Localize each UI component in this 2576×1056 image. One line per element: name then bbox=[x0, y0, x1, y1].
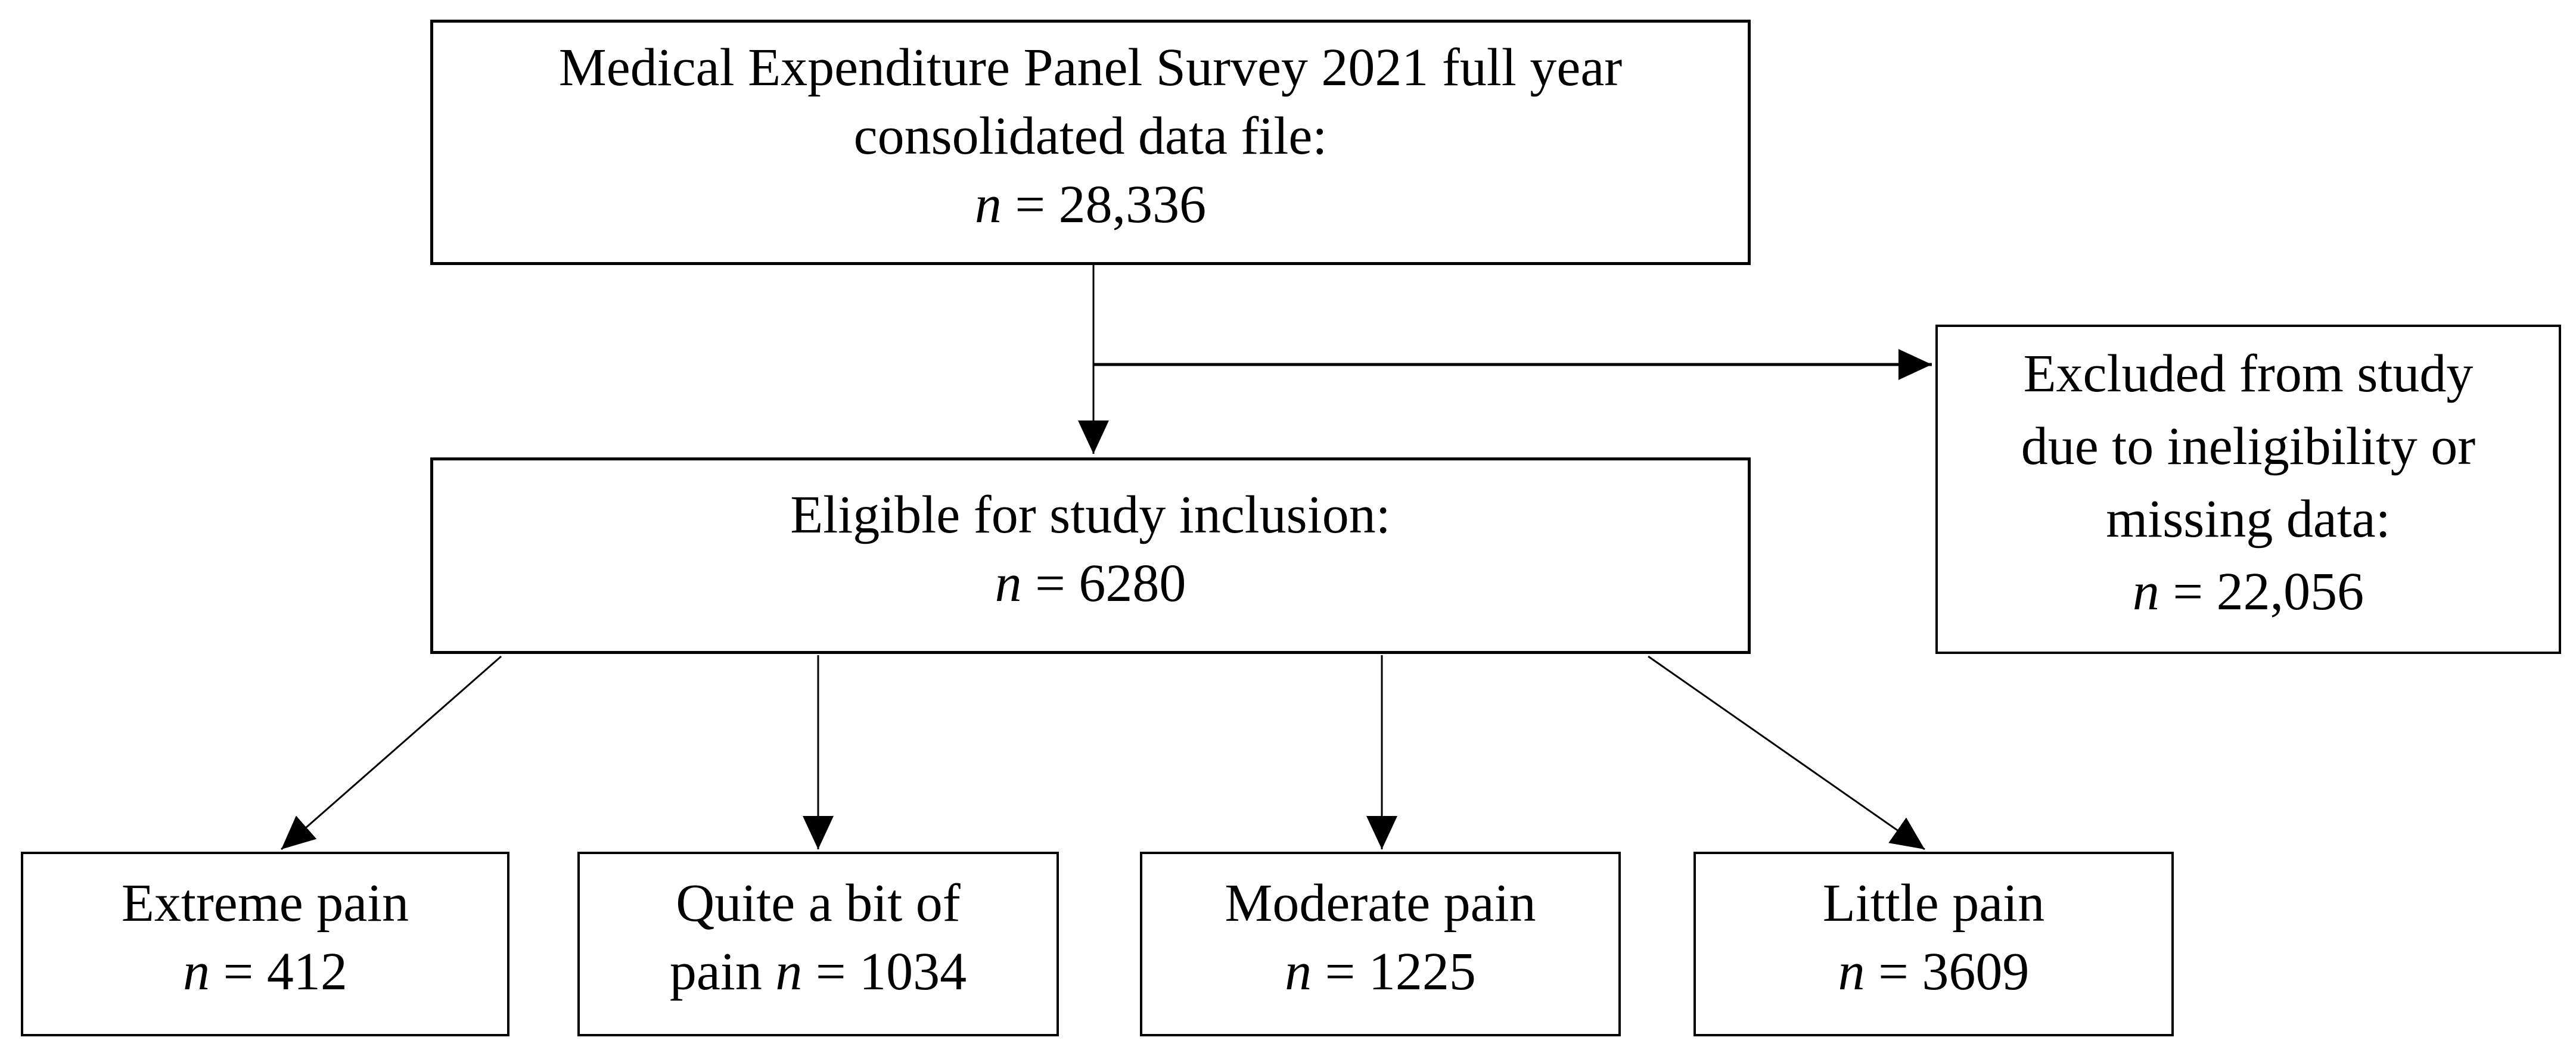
excluded-box-line3: missing data: bbox=[2106, 489, 2391, 549]
n-symbol: n bbox=[183, 942, 210, 1001]
outcome-count: n = 1225 bbox=[1285, 937, 1476, 1006]
source-box-line1: Medical Expenditure Panel Survey 2021 fu… bbox=[558, 38, 1623, 97]
outcome-count: n = 412 bbox=[183, 937, 347, 1006]
n-symbol: n bbox=[775, 942, 803, 1001]
excluded-box-count: n = 22,056 bbox=[2133, 556, 2364, 628]
source-box-line2: consolidated data file: bbox=[853, 106, 1328, 166]
outcome-box-little-pain: Little pain n = 3609 bbox=[1693, 852, 2174, 1036]
outcome-line1: Moderate pain bbox=[1225, 874, 1536, 933]
count-prefix: pain bbox=[669, 942, 776, 1001]
n-value: = 1034 bbox=[802, 942, 967, 1001]
n-symbol: n bbox=[2132, 562, 2159, 621]
n-symbol: n bbox=[974, 175, 1002, 234]
n-value: = 412 bbox=[210, 942, 347, 1001]
excluded-box-line2: due to ineligibility or bbox=[2021, 416, 2476, 476]
source-box: Medical Expenditure Panel Survey 2021 fu… bbox=[430, 20, 1751, 265]
eligible-box: Eligible for study inclusion: n = 6280 bbox=[430, 457, 1751, 654]
excluded-box: Excluded from study due to ineligibility… bbox=[1935, 325, 2561, 654]
eligible-box-line1: Eligible for study inclusion: bbox=[790, 485, 1391, 544]
n-value: = 1225 bbox=[1312, 942, 1476, 1001]
outcome-count: pain n = 1034 bbox=[670, 937, 967, 1006]
arrow-eligible-to-extreme-pain bbox=[281, 655, 502, 851]
excluded-box-line1: Excluded from study bbox=[2023, 344, 2474, 403]
n-symbol: n bbox=[995, 554, 1022, 613]
outcome-count: n = 3609 bbox=[1838, 937, 2030, 1006]
n-value: = 6280 bbox=[1021, 554, 1186, 613]
n-symbol: n bbox=[1285, 942, 1312, 1001]
n-value: = 3609 bbox=[1865, 942, 2030, 1001]
outcome-line1: Extreme pain bbox=[121, 874, 409, 933]
outcome-box-extreme-pain: Extreme pain n = 412 bbox=[21, 852, 509, 1036]
arrow-eligible-to-little-pain bbox=[1648, 655, 1925, 851]
outcome-line1: Little pain bbox=[1822, 874, 2045, 933]
eligible-box-count: n = 6280 bbox=[995, 549, 1186, 618]
n-value: = 22,056 bbox=[2159, 562, 2364, 621]
source-box-count: n = 28,336 bbox=[975, 170, 1206, 239]
outcome-box-quite-a-bit-of-pain: Quite a bit of pain n = 1034 bbox=[577, 852, 1059, 1036]
outcome-line1: Quite a bit of bbox=[676, 874, 961, 933]
n-symbol: n bbox=[1838, 942, 1865, 1001]
n-value: = 28,336 bbox=[1001, 175, 1207, 234]
outcome-box-moderate-pain: Moderate pain n = 1225 bbox=[1140, 852, 1621, 1036]
